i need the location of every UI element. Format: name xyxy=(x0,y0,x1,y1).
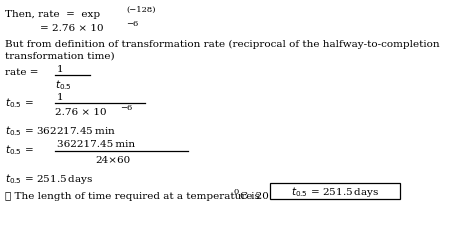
Text: $t_{0.5}$ =: $t_{0.5}$ = xyxy=(5,142,34,156)
Text: −6: −6 xyxy=(120,104,132,112)
Text: ∴ The length of time required at a temperature 20: ∴ The length of time required at a tempe… xyxy=(5,191,269,200)
Text: $t_{0.5}$ = 251.5 days: $t_{0.5}$ = 251.5 days xyxy=(5,171,93,185)
Text: rate =: rate = xyxy=(5,68,38,77)
Text: C is: C is xyxy=(240,191,260,200)
Text: $t_{0.5}$ = 362217.45 min: $t_{0.5}$ = 362217.45 min xyxy=(5,124,116,137)
Text: 0: 0 xyxy=(234,187,239,195)
Text: −6: −6 xyxy=(126,20,138,28)
Text: $t_{0.5}$ = 251.5 days: $t_{0.5}$ = 251.5 days xyxy=(291,184,379,198)
Text: But from definition of transformation rate (reciprocal of the halfway-to-complet: But from definition of transformation ra… xyxy=(5,40,439,49)
Text: 1: 1 xyxy=(57,93,64,102)
Text: = 2.76 × 10: = 2.76 × 10 xyxy=(40,24,104,33)
Text: $t_{0.5}$: $t_{0.5}$ xyxy=(55,78,72,92)
Text: (−128): (−128) xyxy=(126,6,155,14)
Text: 362217.45 min: 362217.45 min xyxy=(57,140,135,148)
Bar xyxy=(270,183,400,199)
Text: Then, rate  =  exp: Then, rate = exp xyxy=(5,10,100,19)
Text: 24×60: 24×60 xyxy=(95,156,130,164)
Text: 2.76 × 10: 2.76 × 10 xyxy=(55,108,107,116)
Text: $t_{0.5}$ =: $t_{0.5}$ = xyxy=(5,96,34,109)
Text: transformation time): transformation time) xyxy=(5,52,115,61)
Text: 1: 1 xyxy=(57,65,64,74)
